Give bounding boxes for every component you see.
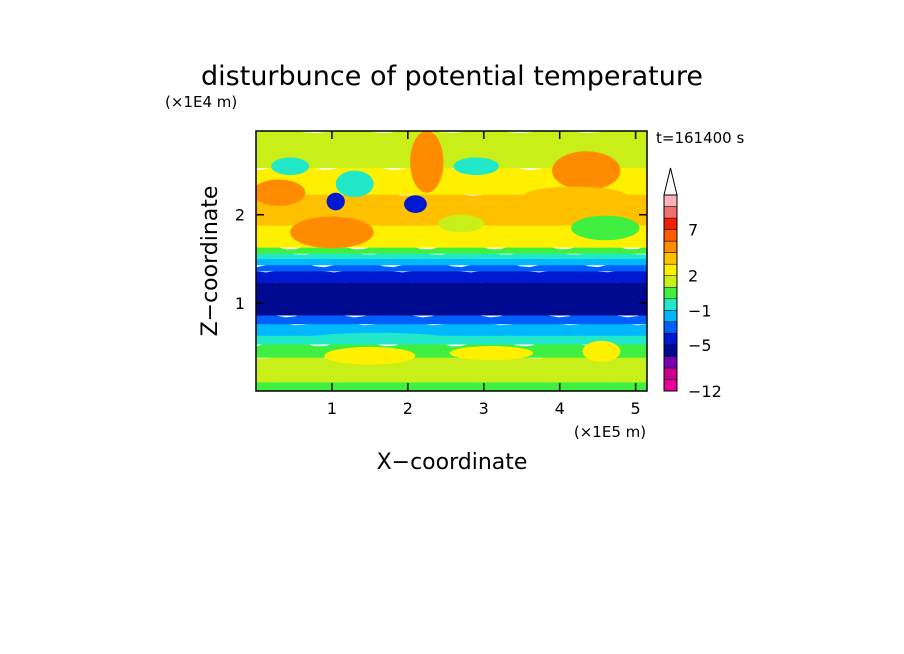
y-tick-label: 1 [235, 294, 245, 313]
x-tick-label: 1 [327, 399, 337, 418]
contour-band [256, 309, 647, 325]
colorbar-swatch [663, 333, 678, 346]
colorbar-swatch [663, 367, 678, 380]
colorbar-swatch [663, 275, 678, 288]
colorbar-frame [663, 194, 678, 392]
contour-blob [290, 216, 374, 249]
colorbar-overflow-arrow [663, 167, 678, 196]
x-axis: 1 2 3 4 5 [327, 131, 641, 418]
colorbar-swatch [663, 194, 678, 207]
contour-blob [335, 170, 374, 198]
x-tick-label: 4 [555, 399, 565, 418]
y-tick-label: 2 [235, 206, 245, 225]
colorbar-tick-label: 2 [688, 267, 698, 286]
contour-blob [324, 346, 416, 365]
contour-blob [552, 151, 621, 191]
colorbar-swatch [663, 321, 678, 334]
contour-band [256, 241, 647, 254]
colorbar-tick-label: −5 [688, 336, 712, 355]
time-label: t=161400 s [656, 129, 744, 147]
contour-blob [438, 214, 484, 233]
contour-blob [521, 186, 629, 208]
chart-title: disturbunce of potential temperature [201, 61, 703, 92]
contour-field [256, 131, 647, 391]
x-tick-label: 2 [403, 399, 413, 418]
y-axis-label: Z−coordinate [198, 186, 223, 337]
y-axis: 12 [235, 206, 647, 313]
contour-blob [309, 332, 446, 344]
colorbar-swatch [663, 240, 678, 253]
contour-blob [529, 285, 636, 303]
y-unit-label: (×1E4 m) [165, 93, 237, 111]
colorbar-swatch [663, 229, 678, 242]
colorbar-swatch [663, 298, 678, 311]
colorbar-swatch [663, 217, 678, 230]
x-tick-label: 5 [631, 399, 641, 418]
colorbar-swatch [663, 263, 678, 276]
colorbar-swatch [663, 344, 678, 357]
contour-blob [582, 340, 621, 362]
contour-blob [404, 195, 427, 213]
x-unit-label: (×1E5 m) [574, 423, 646, 441]
colorbar-tick-label: −12 [688, 382, 722, 401]
x-tick-label: 3 [479, 399, 489, 418]
contour-blob [326, 192, 345, 211]
contour-blob [449, 346, 534, 361]
contour-blob [453, 157, 499, 176]
colorbar-swatch [663, 206, 678, 219]
colorbar-swatch [663, 379, 678, 392]
colorbar-swatch [663, 252, 678, 265]
colorbar-swatch [663, 286, 678, 300]
contour-band [256, 131, 647, 169]
plot-frame [255, 130, 648, 392]
x-axis-label: X−coordinate [377, 450, 528, 475]
contour-blob [256, 179, 306, 206]
colorbar: 7 2 −1 −5 −12 [663, 167, 722, 401]
contour-blob [271, 157, 310, 176]
contour-blob [571, 215, 640, 241]
colorbar-swatch [663, 356, 678, 369]
colorbar-swatch [663, 310, 678, 323]
colorbar-tick-label: −1 [688, 301, 712, 320]
colorbar-tick-label: 7 [688, 221, 698, 240]
contour-blob [410, 131, 444, 193]
